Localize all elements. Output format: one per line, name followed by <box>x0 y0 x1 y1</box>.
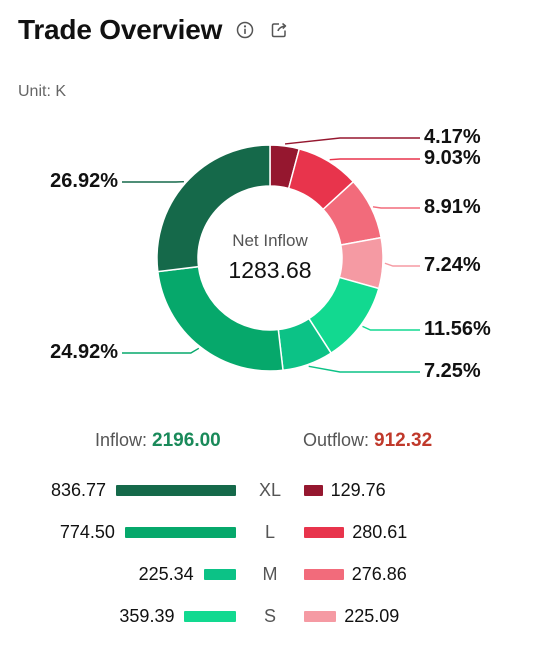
outflow-bar-value: 225.09 <box>344 606 400 626</box>
leader-line <box>372 206 420 209</box>
outflow-value: 912.32 <box>374 430 433 451</box>
leader-line <box>384 262 420 267</box>
inflow-summary: Inflow: 2196.00 <box>95 430 221 452</box>
outflow-bar <box>304 527 345 538</box>
leader-line <box>362 325 420 331</box>
inflow-bar-value: 774.50 <box>59 522 115 542</box>
center-value: 1283.68 <box>228 257 312 283</box>
percent-label: 7.24% <box>424 254 481 276</box>
outflow-bar-value: 276.86 <box>351 564 407 584</box>
percent-label: 4.17% <box>424 126 481 148</box>
percent-label: 24.92% <box>50 341 118 363</box>
inflow-label: Inflow: <box>95 430 148 450</box>
center-label: Net Inflow <box>232 231 308 250</box>
outflow-bar <box>304 611 337 622</box>
inflow-bar <box>124 527 236 538</box>
outflow-label: Outflow: <box>303 430 370 450</box>
outflow-bar-value: 280.61 <box>352 522 408 542</box>
size-label: L <box>264 522 275 542</box>
inflow-value: 2196.00 <box>152 430 221 451</box>
outflow-bar-value: 129.76 <box>330 480 386 500</box>
bar-row-l: 774.50 L 280.61 <box>0 519 540 545</box>
donut-chart <box>122 137 420 373</box>
inflow-bar-value: 225.34 <box>138 564 194 584</box>
inflow-bar <box>184 611 236 622</box>
percent-label: 9.03% <box>424 147 481 169</box>
outflow-summary: Outflow: 912.32 <box>303 430 432 452</box>
percent-label: 26.92% <box>50 170 118 192</box>
inflow-bar-value: 359.39 <box>119 606 175 626</box>
outflow-bar <box>304 569 344 580</box>
size-label: M <box>262 564 278 584</box>
inflow-bar <box>203 569 236 580</box>
size-label: S <box>263 606 276 626</box>
donut-slice-in-xl[interactable] <box>156 144 271 273</box>
page-title: Trade Overview <box>18 14 223 45</box>
leader-line <box>329 158 420 161</box>
leader-line <box>284 137 420 145</box>
info-icon[interactable] <box>236 21 254 39</box>
bar-row-m: 225.34 M 276.86 <box>0 561 540 587</box>
bar-row-xl: 836.77 XL 129.76 <box>0 477 540 503</box>
bar-row-s: 359.39 S 225.09 <box>0 603 540 629</box>
unit-label: Unit: K <box>18 83 67 100</box>
size-label: XL <box>258 480 282 500</box>
leader-line <box>308 365 420 373</box>
inflow-bar-value: 836.77 <box>50 480 106 500</box>
share-icon[interactable] <box>270 21 288 39</box>
outflow-bar <box>304 485 323 496</box>
percent-label: 11.56% <box>424 318 491 340</box>
inflow-bar <box>116 485 236 496</box>
percent-label: 8.91% <box>424 196 481 218</box>
leader-line <box>122 347 200 354</box>
header: Trade Overview <box>18 14 288 46</box>
percent-label: 7.25% <box>424 360 481 382</box>
